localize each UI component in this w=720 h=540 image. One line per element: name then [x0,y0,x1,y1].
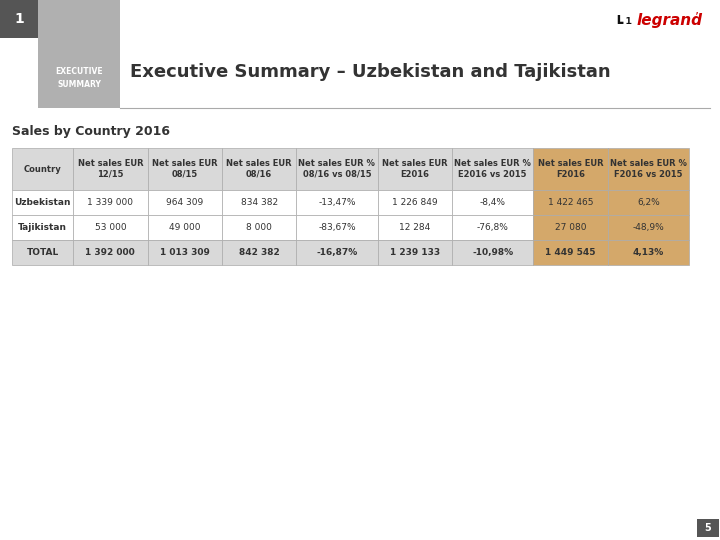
Text: -16,87%: -16,87% [316,248,358,257]
Text: -10,98%: -10,98% [472,248,513,257]
Text: 1 339 000: 1 339 000 [87,198,133,207]
Bar [12,190,73,215]
Bar [222,190,296,215]
Bar [12,240,73,265]
Bar [296,240,377,265]
Text: 1 226 849: 1 226 849 [392,198,438,207]
Bar [697,519,719,537]
Bar [73,240,148,265]
Text: 1: 1 [14,12,24,26]
Text: Net sales EUR
08/16: Net sales EUR 08/16 [226,159,292,179]
Text: -13,47%: -13,47% [318,198,356,207]
Bar [534,240,608,265]
Text: ʟ₁: ʟ₁ [615,12,634,28]
Bar [452,148,534,190]
Text: Net sales EUR
F2016: Net sales EUR F2016 [538,159,603,179]
Bar [608,215,689,240]
Bar [296,190,377,215]
Bar [608,190,689,215]
Bar [73,148,148,190]
Text: 964 309: 964 309 [166,198,203,207]
Text: 12 284: 12 284 [399,223,431,232]
Text: Net sales EUR %
F2016 vs 2015: Net sales EUR % F2016 vs 2015 [610,159,687,179]
Text: Uzbekistan: Uzbekistan [14,198,71,207]
Text: 1 392 000: 1 392 000 [86,248,135,257]
Text: 1 239 133: 1 239 133 [390,248,440,257]
Text: Executive Summary – Uzbekistan and Tajikistan: Executive Summary – Uzbekistan and Tajik… [130,63,611,81]
Bar [534,215,608,240]
Bar [38,0,120,108]
Bar [12,148,73,190]
Text: -8,4%: -8,4% [480,198,505,207]
Text: EXECUTIVE
SUMMARY: EXECUTIVE SUMMARY [55,68,103,89]
Bar [377,190,452,215]
Bar [296,148,377,190]
Text: Net sales EUR
E2016: Net sales EUR E2016 [382,159,448,179]
Text: Net sales EUR %
E2016 vs 2015: Net sales EUR % E2016 vs 2015 [454,159,531,179]
Bar [222,215,296,240]
Bar [73,215,148,240]
Bar [148,148,222,190]
Text: 53 000: 53 000 [94,223,126,232]
Text: Net sales EUR %
08/16 vs 08/15: Net sales EUR % 08/16 vs 08/15 [299,159,375,179]
Text: 6,2%: 6,2% [637,198,660,207]
Text: legrand: legrand [637,12,703,28]
Bar [608,240,689,265]
Text: 1 013 309: 1 013 309 [160,248,210,257]
Bar [222,148,296,190]
Text: Net sales EUR
12/15: Net sales EUR 12/15 [78,159,143,179]
Bar [73,190,148,215]
Bar [452,215,534,240]
Bar [296,215,377,240]
Bar [12,215,73,240]
Text: Sales by Country 2016: Sales by Country 2016 [12,125,170,138]
Bar [148,240,222,265]
Bar [534,148,608,190]
Text: 8 000: 8 000 [246,223,272,232]
Text: 4,13%: 4,13% [633,248,664,257]
Bar [377,240,452,265]
Text: Country: Country [24,165,61,173]
Bar [222,240,296,265]
Bar [608,148,689,190]
Text: TOTAL: TOTAL [27,248,59,257]
Text: 834 382: 834 382 [240,198,278,207]
Text: 49 000: 49 000 [169,223,200,232]
Text: 27 080: 27 080 [554,223,586,232]
Text: 5: 5 [705,523,711,533]
Bar [452,240,534,265]
Bar [377,148,452,190]
Text: 842 382: 842 382 [239,248,279,257]
Bar [452,190,534,215]
Text: Net sales EUR
08/15: Net sales EUR 08/15 [152,159,217,179]
Text: -48,9%: -48,9% [632,223,664,232]
Text: 1 422 465: 1 422 465 [548,198,593,207]
Bar [534,190,608,215]
Bar [0,0,38,38]
Bar [148,190,222,215]
Text: -76,8%: -76,8% [477,223,508,232]
Text: Tajikistan: Tajikistan [18,223,67,232]
Text: ’: ’ [695,10,699,24]
Bar [148,215,222,240]
Text: 1 449 545: 1 449 545 [545,248,595,257]
Text: -83,67%: -83,67% [318,223,356,232]
Bar [377,215,452,240]
